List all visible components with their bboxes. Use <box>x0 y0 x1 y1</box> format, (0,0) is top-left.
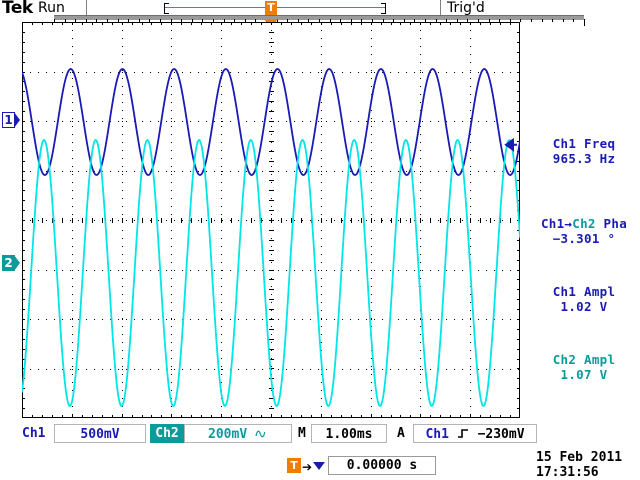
timebase-value[interactable]: 1.00ms <box>311 424 387 443</box>
trace-ch1 <box>22 69 520 175</box>
marker-tip <box>14 112 20 128</box>
channel-2-reference-marker[interactable]: 2 <box>2 255 20 271</box>
measurement-label: Ch2 Ampl <box>552 352 616 367</box>
triangle-down-icon <box>313 462 325 470</box>
trigger-source: Ch1 <box>425 427 449 442</box>
trigger-position-marker-top[interactable]: T <box>265 1 277 16</box>
measurement-ch1-freq[interactable]: Ch1 Freq 965.3 Hz <box>524 136 640 166</box>
bracket-cap-left <box>164 3 165 14</box>
measurement-value: 1.02 V <box>560 299 608 314</box>
phase-label-part: Pha <box>595 216 628 231</box>
measurement-ch2-amplitude[interactable]: Ch2 Ampl 1.07 V <box>524 352 640 382</box>
date-display: 15 Feb 2011 <box>536 450 623 465</box>
trigger-level-value: −230mV <box>477 427 525 442</box>
horizontal-position-marker[interactable]: T <box>287 458 301 473</box>
phase-label-part: Ch1 <box>540 216 565 231</box>
trigger-marker-label: T <box>267 1 275 14</box>
bracket-cap-left-bottom <box>164 13 169 14</box>
trigger-state: Trig'd <box>447 0 485 16</box>
ac-coupling-sine-icon <box>247 427 268 442</box>
bracket-cap-left-top <box>164 3 169 4</box>
ch2-label[interactable]: Ch2 <box>150 424 184 443</box>
ch1-label[interactable]: Ch1 <box>22 426 46 441</box>
bracket-cap-right-top <box>381 3 386 4</box>
measurement-value: 965.3 Hz <box>552 151 616 166</box>
divider <box>86 0 87 16</box>
graticule-and-traces <box>22 22 520 418</box>
measurement-ch1-amplitude[interactable]: Ch1 Ampl 1.02 V <box>524 284 640 314</box>
record-ruler <box>54 15 584 20</box>
phase-label-part: → <box>564 216 573 231</box>
measurement-label: Ch1 Ampl <box>552 284 616 299</box>
time-display: 17:31:56 <box>536 465 599 480</box>
ch2-scale-text: 200mV <box>208 427 248 442</box>
trigger-settings[interactable]: Ch1 −230mV <box>413 424 537 443</box>
channel-1-reference-marker[interactable]: 1 <box>2 112 20 128</box>
marker-tip <box>14 255 20 271</box>
measurement-label: Ch1→Ch2 Pha <box>524 216 640 231</box>
measurement-value: −3.301 ° <box>552 231 616 246</box>
settings-bar: Ch1 500mV Ch2 200mV M 1.00ms A Ch1 −230m… <box>0 424 640 446</box>
arrow-right-icon: ➔ <box>302 460 313 474</box>
bracket-cap-right <box>385 3 386 14</box>
horizontal-position-marker-label: T <box>290 459 298 472</box>
horizontal-position-value[interactable]: 0.00000 s <box>328 456 436 475</box>
divider <box>440 0 441 16</box>
bracket-cap-right-bottom <box>381 13 386 14</box>
timebase-prefix: M <box>298 426 306 441</box>
ch1-scale-value[interactable]: 500mV <box>54 424 146 443</box>
acquisition-state[interactable]: Run <box>38 0 65 16</box>
measurement-ch1-ch2-phase[interactable]: Ch1→Ch2 Pha −3.301 ° <box>524 216 640 246</box>
measurement-label: Ch1 Freq <box>552 136 616 151</box>
phase-label-part: Ch2 <box>572 216 596 231</box>
top-status-bar: Tek Run Trig'd <box>0 0 640 18</box>
measurement-value: 1.07 V <box>560 367 608 382</box>
rising-edge-icon <box>449 427 478 442</box>
tek-logo: Tek <box>2 0 33 18</box>
ch2-scale-value[interactable]: 200mV <box>184 424 292 443</box>
channel-1-marker-label: 1 <box>4 113 13 127</box>
trigger-marker-body <box>265 1 277 16</box>
trace-ch2 <box>22 140 520 406</box>
waveform-display[interactable] <box>22 22 520 418</box>
trigger-source-prefix: A <box>397 426 405 441</box>
trigger-level-arrow-icon[interactable] <box>506 140 517 150</box>
channel-2-marker-label: 2 <box>4 256 13 270</box>
